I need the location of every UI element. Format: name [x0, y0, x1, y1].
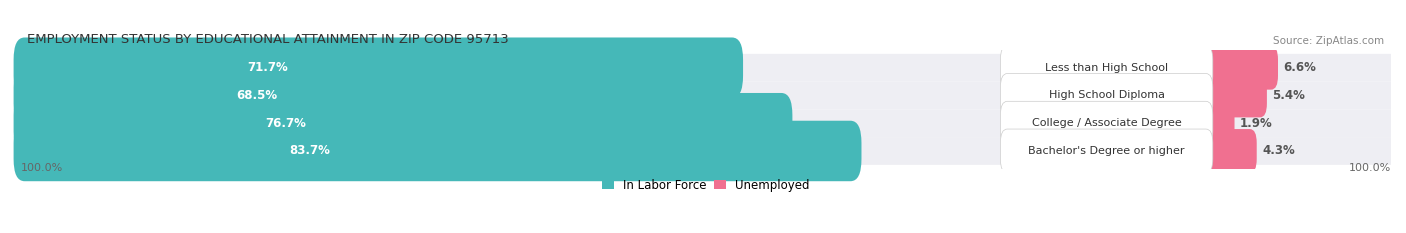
FancyBboxPatch shape: [1001, 46, 1213, 90]
Text: Less than High School: Less than High School: [1045, 63, 1168, 73]
FancyBboxPatch shape: [14, 93, 793, 154]
Text: 71.7%: 71.7%: [247, 61, 288, 74]
FancyBboxPatch shape: [14, 65, 711, 126]
FancyBboxPatch shape: [14, 109, 1398, 137]
FancyBboxPatch shape: [1204, 74, 1267, 117]
Text: Source: ZipAtlas.com: Source: ZipAtlas.com: [1272, 36, 1384, 46]
Text: 5.4%: 5.4%: [1272, 89, 1305, 102]
FancyBboxPatch shape: [1001, 74, 1213, 117]
Text: High School Diploma: High School Diploma: [1049, 90, 1164, 100]
FancyBboxPatch shape: [1001, 129, 1213, 173]
Text: 76.7%: 76.7%: [264, 117, 305, 130]
FancyBboxPatch shape: [14, 54, 1398, 82]
Text: Bachelor's Degree or higher: Bachelor's Degree or higher: [1028, 146, 1185, 156]
FancyBboxPatch shape: [14, 121, 862, 181]
Text: 100.0%: 100.0%: [21, 163, 63, 173]
FancyBboxPatch shape: [14, 38, 742, 98]
FancyBboxPatch shape: [1001, 101, 1213, 145]
FancyBboxPatch shape: [1204, 101, 1234, 145]
Text: 100.0%: 100.0%: [1348, 163, 1391, 173]
FancyBboxPatch shape: [14, 82, 1398, 109]
Text: 68.5%: 68.5%: [236, 89, 277, 102]
FancyBboxPatch shape: [1204, 46, 1278, 90]
Text: 83.7%: 83.7%: [290, 144, 330, 158]
FancyBboxPatch shape: [1204, 129, 1257, 173]
Text: 1.9%: 1.9%: [1240, 117, 1272, 130]
FancyBboxPatch shape: [14, 137, 1398, 165]
Legend: In Labor Force, Unemployed: In Labor Force, Unemployed: [598, 174, 814, 196]
Text: 4.3%: 4.3%: [1263, 144, 1295, 158]
Text: EMPLOYMENT STATUS BY EDUCATIONAL ATTAINMENT IN ZIP CODE 95713: EMPLOYMENT STATUS BY EDUCATIONAL ATTAINM…: [27, 33, 509, 46]
Text: 6.6%: 6.6%: [1284, 61, 1316, 74]
Text: College / Associate Degree: College / Associate Degree: [1032, 118, 1181, 128]
